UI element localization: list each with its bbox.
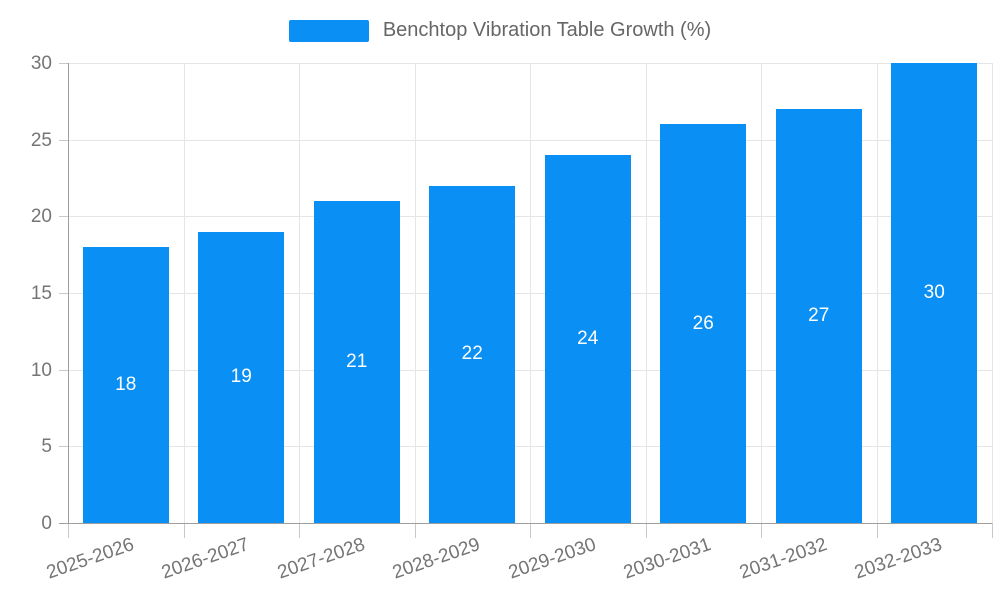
- x-axis-tick: [645, 523, 647, 538]
- gridline-vertical: [414, 63, 416, 523]
- x-axis-category-label: 2026-2027: [159, 534, 253, 584]
- y-axis-tick: [59, 216, 68, 218]
- x-axis-category-label: 2032-2033: [852, 534, 946, 584]
- x-axis-tick: [183, 523, 185, 538]
- x-axis-category-label: 2025-2026: [43, 534, 137, 584]
- bar[interactable]: [891, 63, 978, 523]
- bar[interactable]: [544, 155, 631, 523]
- bar-value-label: 18: [115, 374, 137, 395]
- chart-legend[interactable]: Benchtop Vibration Table Growth (%): [0, 19, 1000, 42]
- gridline-vertical: [876, 63, 878, 523]
- x-axis-category-label: 2028-2029: [390, 534, 484, 584]
- bar-value-label: 19: [230, 366, 252, 388]
- x-axis-tick: [992, 523, 993, 538]
- x-axis-category-label: 2029-2030: [505, 534, 599, 584]
- bar[interactable]: [198, 231, 285, 523]
- legend-swatch: [288, 19, 369, 42]
- y-axis-tick: [59, 369, 68, 371]
- bar-value-label: 24: [577, 328, 599, 349]
- bar-value-label: 21: [346, 351, 368, 372]
- y-axis-tick-label: 30: [30, 53, 52, 74]
- y-axis-tick-label: 0: [41, 513, 52, 534]
- x-axis-tick: [876, 523, 878, 538]
- y-axis-line: [68, 63, 69, 524]
- y-axis-tick-label: 10: [30, 359, 52, 381]
- gridline-vertical: [299, 63, 300, 523]
- x-axis-category-label: 2030-2031: [621, 534, 715, 584]
- x-axis-tick: [68, 523, 69, 538]
- bar[interactable]: [660, 124, 747, 523]
- y-axis-tick: [59, 139, 68, 141]
- gridline-vertical: [183, 63, 185, 523]
- bar-value-label: 30: [923, 282, 945, 303]
- bar-value-label: 27: [808, 305, 830, 326]
- bar[interactable]: [775, 109, 862, 523]
- y-axis-tick: [59, 63, 68, 64]
- y-axis-tick-label: 20: [30, 206, 52, 228]
- x-axis-tick: [414, 523, 416, 538]
- x-axis-category-label: 2027-2028: [274, 534, 368, 584]
- x-axis-tick: [299, 523, 300, 538]
- x-axis-tick: [530, 523, 531, 538]
- gridline-vertical: [530, 63, 531, 523]
- bar[interactable]: [429, 185, 516, 523]
- gridline-vertical: [645, 63, 647, 523]
- y-axis-tick-label: 15: [30, 283, 52, 304]
- gridline-vertical: [761, 63, 762, 523]
- bar[interactable]: [82, 247, 169, 523]
- x-axis-line: [59, 523, 992, 524]
- x-axis-category-label: 2031-2032: [736, 534, 830, 584]
- bar[interactable]: [313, 201, 400, 523]
- bar-value-label: 26: [692, 312, 714, 334]
- y-axis-tick: [59, 446, 68, 448]
- y-axis-tick: [59, 293, 68, 294]
- bar-value-label: 22: [461, 343, 483, 365]
- gridline-vertical: [992, 63, 993, 523]
- y-axis-tick-label: 25: [30, 129, 52, 151]
- legend-label: Benchtop Vibration Table Growth (%): [382, 19, 712, 41]
- y-axis-tick-label: 5: [41, 436, 52, 458]
- x-axis-tick: [761, 523, 762, 538]
